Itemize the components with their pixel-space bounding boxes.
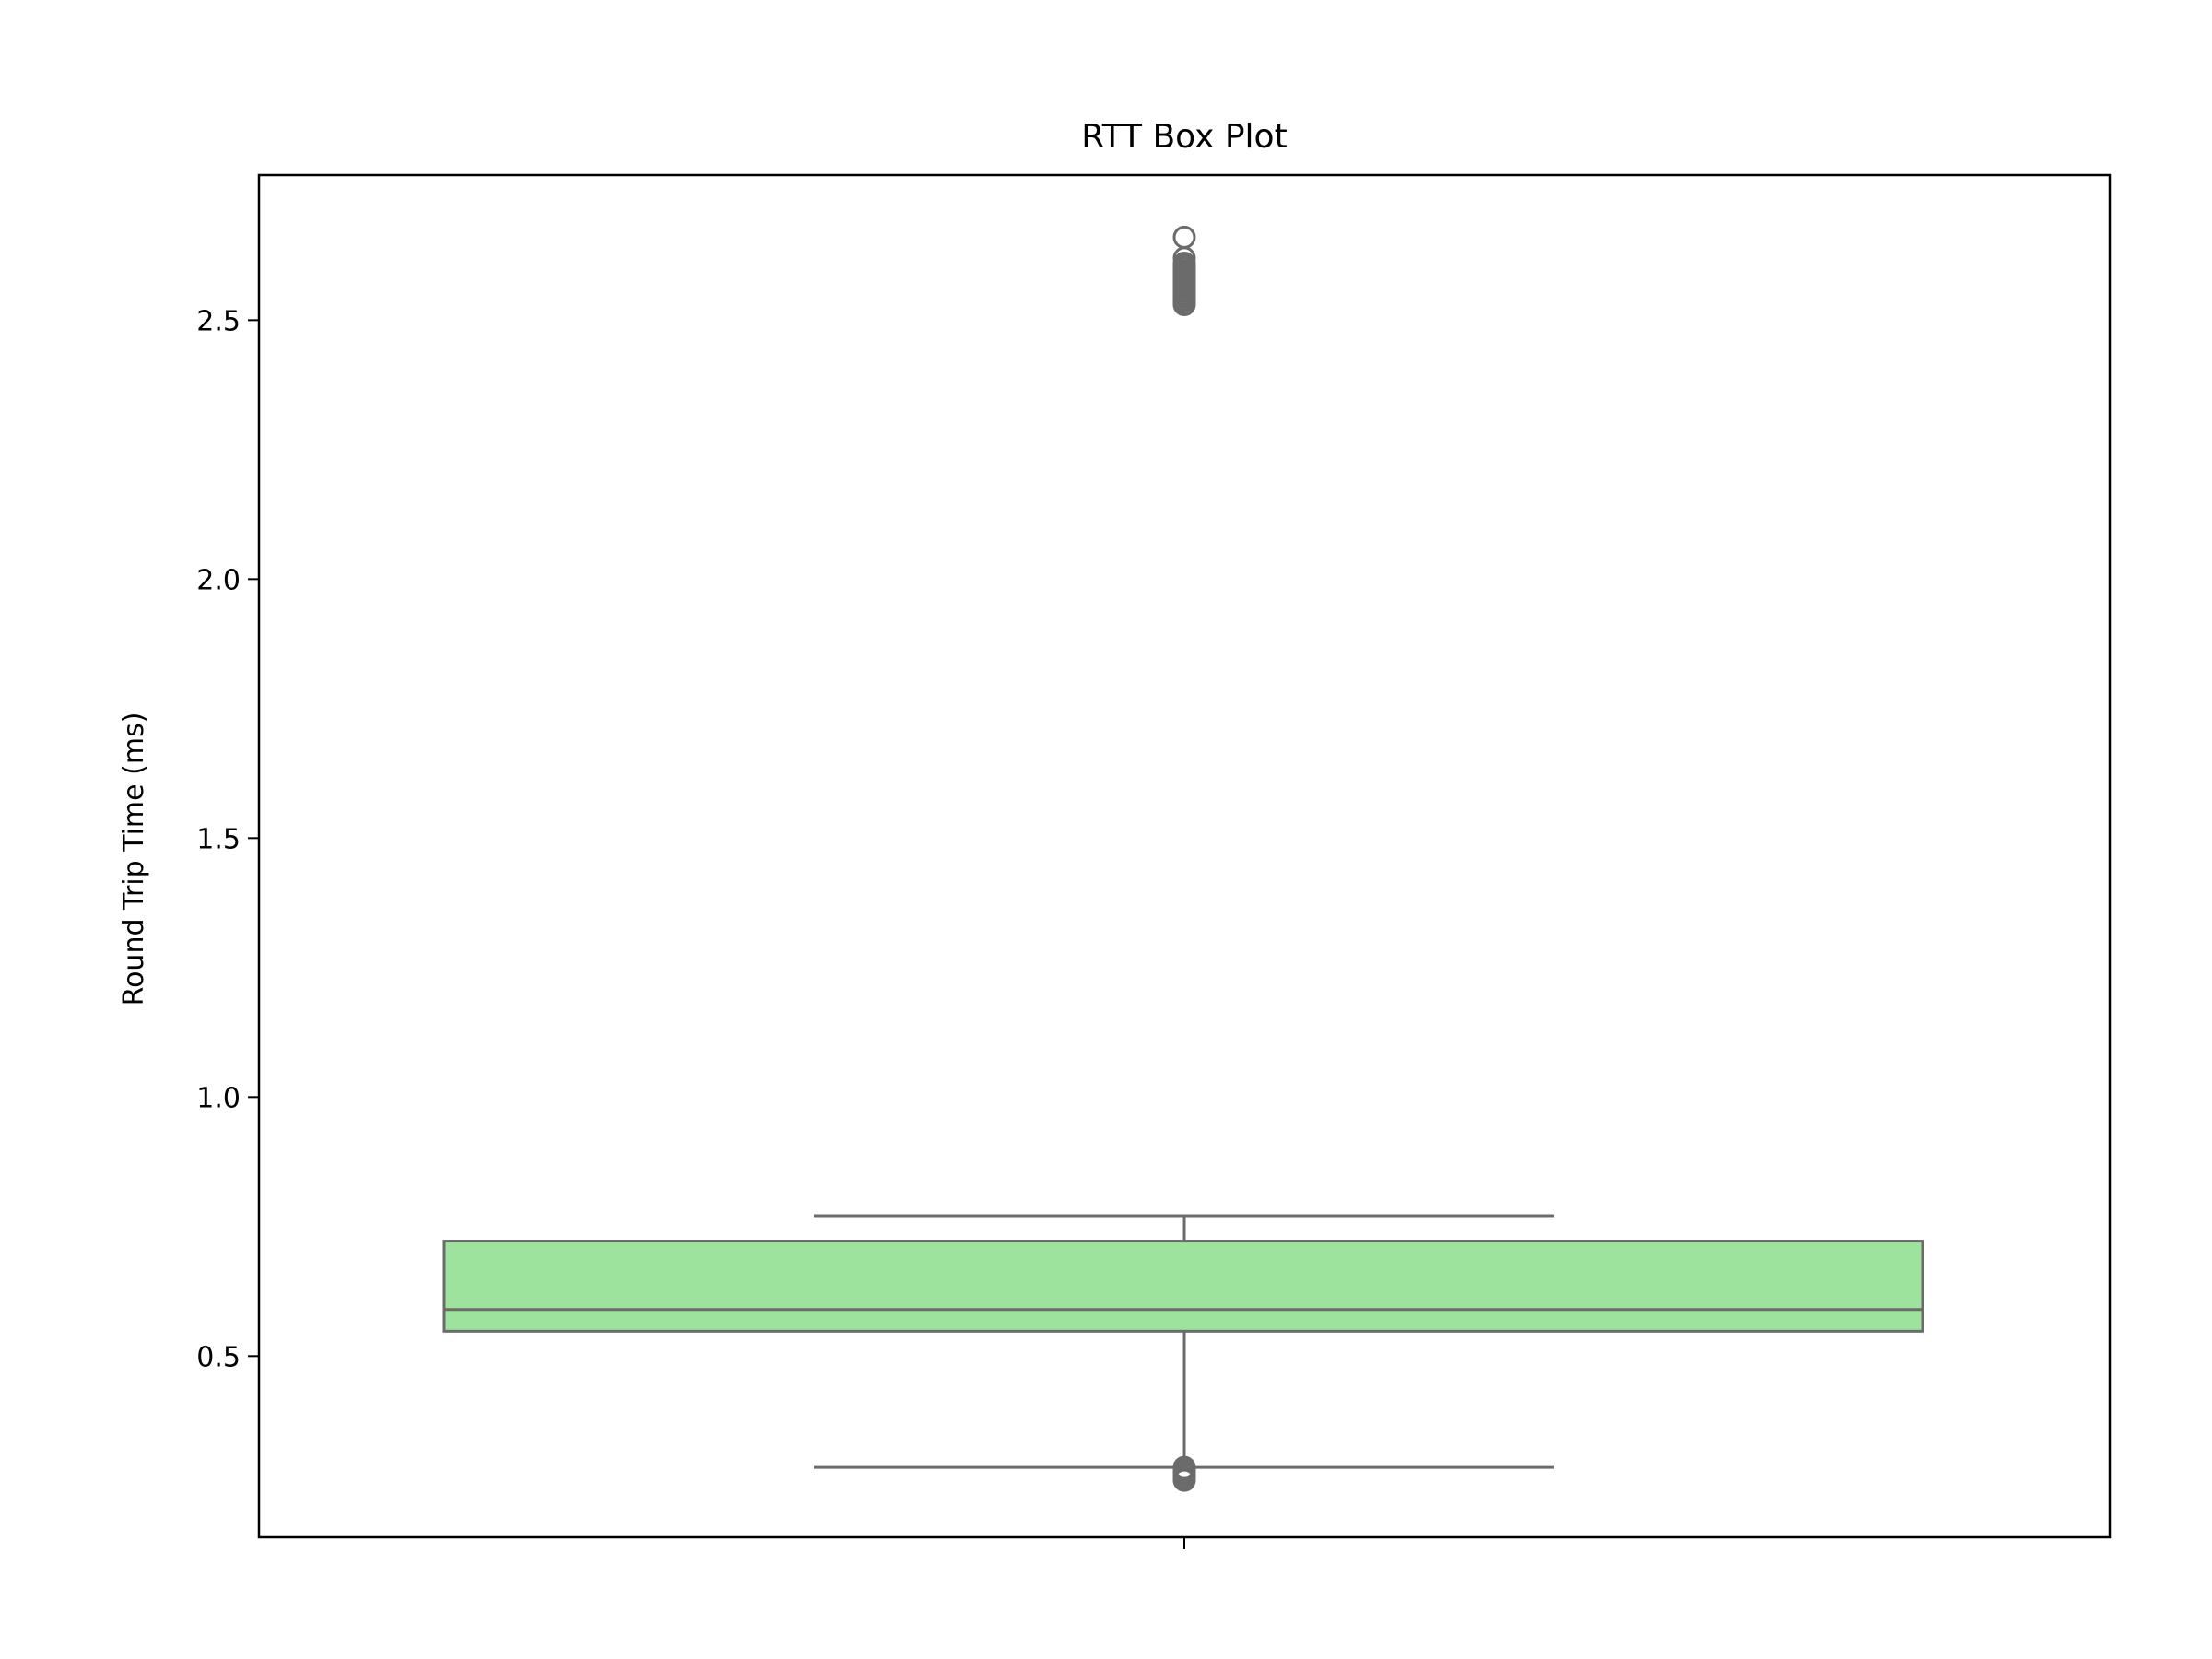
y-tick-label: 1.5 <box>196 823 241 855</box>
y-tick-label: 2.0 <box>196 564 241 596</box>
chart-title: RTT Box Plot <box>1081 118 1287 156</box>
iqr-box <box>442 1240 1924 1333</box>
y-tick-label: 0.5 <box>196 1341 241 1373</box>
outlier-point <box>1172 1455 1196 1479</box>
plot-area <box>442 225 1924 1492</box>
y-tick-label: 2.5 <box>196 305 241 337</box>
outlier-point <box>1172 225 1196 249</box>
y-tick-label: 1.0 <box>196 1082 241 1114</box>
y-axis-label: Round Trip Time (ms) <box>118 712 150 1006</box>
y-axis-ticks: 0.5 1.0 1.5 2.0 2.5 <box>196 305 259 1373</box>
